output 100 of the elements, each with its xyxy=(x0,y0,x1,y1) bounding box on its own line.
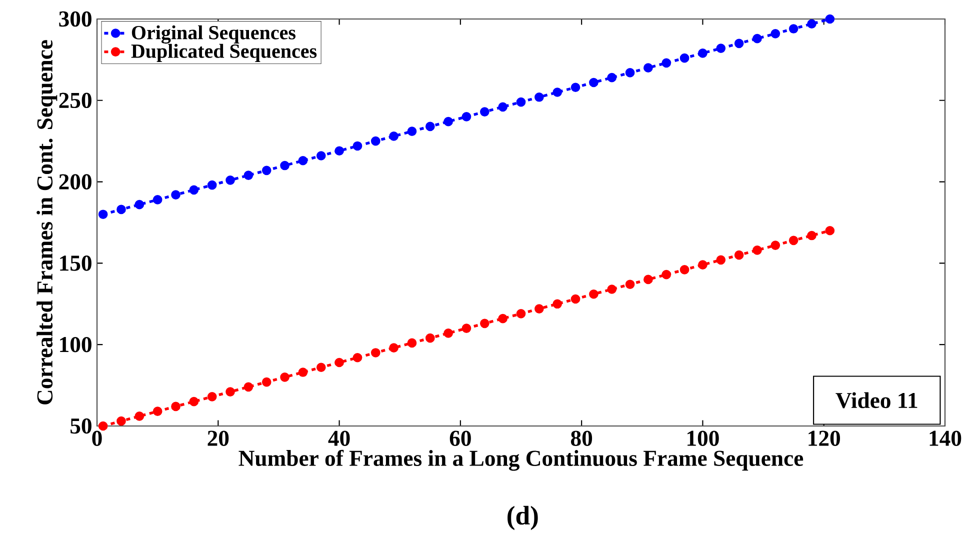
point xyxy=(480,318,490,328)
point xyxy=(662,270,672,280)
point xyxy=(752,34,762,44)
point xyxy=(226,387,235,396)
point xyxy=(425,122,435,132)
point xyxy=(244,382,254,392)
point xyxy=(716,255,726,265)
point xyxy=(444,116,453,126)
point xyxy=(116,204,126,214)
x-tick-label: 120 xyxy=(808,430,840,446)
point xyxy=(534,92,544,102)
point xyxy=(788,236,798,246)
legend-label: Original Sequences xyxy=(132,25,296,44)
point xyxy=(352,352,362,362)
point xyxy=(752,246,762,255)
point xyxy=(316,151,326,160)
point xyxy=(244,170,254,180)
y-tick-label: 150 xyxy=(60,256,92,271)
point xyxy=(662,58,672,68)
point xyxy=(171,402,180,412)
point xyxy=(498,314,508,324)
point xyxy=(770,240,780,250)
point xyxy=(280,372,290,382)
annotation: Video 11 xyxy=(836,392,918,408)
point xyxy=(98,210,108,220)
point xyxy=(570,82,580,92)
point xyxy=(644,63,653,73)
point xyxy=(552,299,562,309)
point xyxy=(734,250,744,260)
point xyxy=(352,141,362,151)
point xyxy=(298,368,308,377)
point xyxy=(680,53,690,63)
point xyxy=(734,38,744,48)
point xyxy=(589,78,598,88)
point xyxy=(316,362,326,372)
y-tick-label: 50 xyxy=(70,418,92,434)
point xyxy=(807,230,816,240)
point xyxy=(262,377,272,387)
text: (d) xyxy=(508,506,538,530)
x-tick-label: 100 xyxy=(688,430,719,446)
point xyxy=(116,416,126,426)
x-tick-label: 140 xyxy=(930,430,962,446)
point xyxy=(207,392,217,402)
point xyxy=(825,226,835,236)
point xyxy=(189,185,199,195)
point xyxy=(226,175,235,185)
point xyxy=(625,280,635,290)
point xyxy=(625,68,635,78)
point xyxy=(134,412,144,421)
y-tick-label: 250 xyxy=(59,92,92,108)
point xyxy=(334,358,344,368)
point xyxy=(516,97,526,107)
point xyxy=(425,333,435,343)
point xyxy=(462,324,472,333)
legend-label: Duplicated Sequences xyxy=(131,44,317,62)
x-tick-label: 40 xyxy=(328,430,350,446)
point xyxy=(770,28,780,38)
point xyxy=(298,156,308,166)
point xyxy=(152,195,162,204)
y-tick-label: 300 xyxy=(59,11,92,27)
x-axis-title: Number of Frames in a Long Continuous Frame Sequence xyxy=(238,450,804,471)
point xyxy=(788,24,798,34)
point xyxy=(698,260,708,270)
point xyxy=(589,289,598,299)
point xyxy=(444,328,453,338)
point xyxy=(498,102,508,112)
point xyxy=(98,421,108,431)
x-tick-label: 0 xyxy=(92,430,102,446)
point xyxy=(516,308,526,318)
point xyxy=(207,180,217,190)
x-tick-label: 80 xyxy=(570,430,592,446)
point xyxy=(407,338,417,348)
x-tick-label: 20 xyxy=(208,430,229,446)
point xyxy=(825,14,835,24)
y-tick-label: 200 xyxy=(59,174,92,190)
point xyxy=(134,200,144,210)
point xyxy=(152,406,162,416)
point xyxy=(644,274,653,284)
point xyxy=(607,72,617,82)
point xyxy=(570,294,580,304)
point xyxy=(716,44,726,53)
y-tick-label: 100 xyxy=(60,336,92,352)
point xyxy=(370,136,380,146)
point xyxy=(698,48,708,58)
point xyxy=(607,284,617,294)
point xyxy=(171,190,180,200)
point xyxy=(334,146,344,156)
point xyxy=(807,19,816,29)
point xyxy=(480,107,490,116)
point xyxy=(534,304,544,314)
point xyxy=(552,88,562,97)
point xyxy=(189,396,199,406)
point xyxy=(389,132,398,141)
point xyxy=(370,348,380,358)
point xyxy=(462,112,472,122)
point xyxy=(680,265,690,274)
x-tick-label: 60 xyxy=(450,430,471,446)
y-axis-title: Correalted Frames in Cont. Sequence xyxy=(36,40,58,404)
point xyxy=(407,126,417,136)
point xyxy=(389,343,398,353)
